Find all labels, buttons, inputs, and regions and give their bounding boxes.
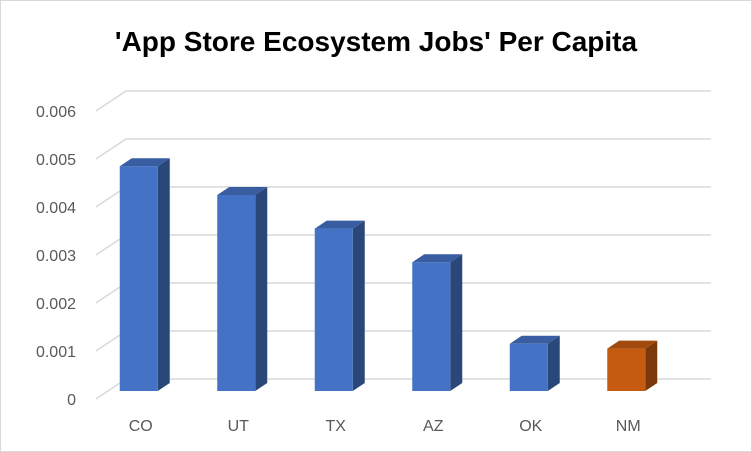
bar-front [217, 195, 256, 391]
bar-top [314, 220, 365, 229]
bar-top [607, 340, 658, 349]
y-tick-label: 0.004 [36, 200, 76, 217]
y-tick-label: 0.002 [36, 296, 76, 313]
bar-side [547, 335, 560, 391]
bar-top [217, 187, 268, 195]
bar-ut [217, 187, 268, 391]
gridline-depth [95, 138, 127, 160]
bar-side [255, 187, 268, 391]
bar-side [645, 340, 658, 391]
bar-top [509, 335, 560, 344]
category-label-tx: TX [326, 418, 347, 435]
y-axis-ticks: 0 0.001 0.002 0.003 0.004 0.005 0.006 [36, 104, 76, 409]
bar-front [509, 343, 548, 391]
y-tick-label: 0.006 [36, 104, 76, 121]
x-axis-categories: CO UT TX AZ OK NM [129, 418, 641, 435]
bar-front [119, 166, 158, 391]
bar-tx [314, 220, 365, 391]
bar-top [412, 254, 463, 263]
bar-nm [607, 340, 658, 391]
bar-side [157, 158, 170, 391]
bar-side [450, 254, 463, 391]
bar-co [119, 158, 170, 391]
category-label-az: AZ [423, 418, 444, 435]
bars [119, 158, 658, 391]
bar-top [119, 158, 170, 167]
y-tick-label: 0.001 [36, 344, 76, 361]
bar-ok [509, 335, 560, 391]
bar-front [607, 348, 646, 391]
category-label-nm: NM [616, 418, 641, 435]
chart-title: 'App Store Ecosystem Jobs' Per Capita [115, 26, 638, 57]
bar-front [412, 262, 451, 391]
bar-side [352, 220, 365, 391]
category-label-ok: OK [519, 418, 542, 435]
bar-front [314, 228, 353, 391]
y-tick-label: 0.003 [36, 248, 76, 265]
gridline-depth [95, 90, 127, 112]
category-label-ut: UT [228, 418, 250, 435]
y-tick-label: 0 [67, 392, 76, 409]
bar-az [412, 254, 463, 391]
y-tick-label: 0.005 [36, 152, 76, 169]
category-label-co: CO [129, 418, 153, 435]
